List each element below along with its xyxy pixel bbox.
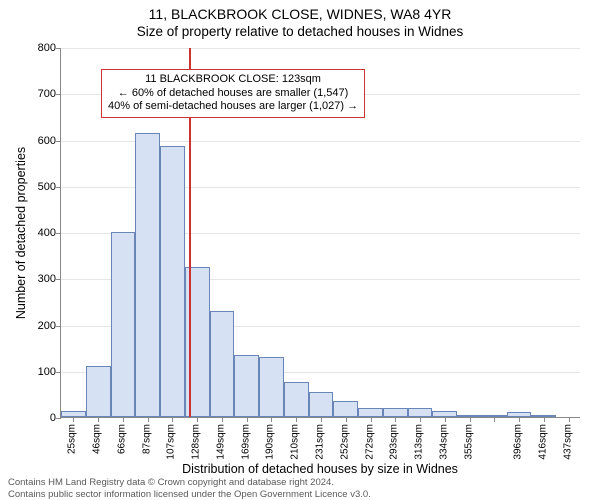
x-axis-label: Distribution of detached houses by size … bbox=[60, 462, 580, 476]
histogram-bar bbox=[309, 392, 334, 417]
x-tick bbox=[395, 417, 396, 422]
annotation-box: 11 BLACKBROOK CLOSE: 123sqm← 60% of deta… bbox=[101, 69, 365, 118]
x-tick bbox=[494, 417, 495, 422]
chart-title-address: 11, BLACKBROOK CLOSE, WIDNES, WA8 4YR bbox=[0, 6, 600, 22]
x-tick-label: 334sqm bbox=[438, 424, 449, 460]
y-tick bbox=[56, 418, 61, 419]
x-tick bbox=[470, 417, 471, 422]
x-tick bbox=[445, 417, 446, 422]
histogram-bar bbox=[135, 133, 160, 417]
histogram-bar bbox=[259, 357, 284, 417]
x-tick bbox=[346, 417, 347, 422]
x-tick bbox=[197, 417, 198, 422]
x-tick-label: 293sqm bbox=[389, 424, 400, 460]
x-tick-label: 46sqm bbox=[92, 424, 103, 454]
histogram-bar bbox=[408, 408, 433, 417]
y-tick-label: 100 bbox=[16, 366, 56, 378]
y-tick-label: 200 bbox=[16, 320, 56, 332]
y-tick bbox=[56, 233, 61, 234]
x-tick-label: 190sqm bbox=[265, 424, 276, 460]
histogram-bar bbox=[111, 232, 136, 417]
y-tick-label: 700 bbox=[16, 88, 56, 100]
x-tick-label: 272sqm bbox=[364, 424, 375, 460]
y-tick-label: 400 bbox=[16, 227, 56, 239]
x-tick bbox=[98, 417, 99, 422]
annotation-line: ← 60% of detached houses are smaller (1,… bbox=[108, 87, 358, 101]
x-tick-label: 416sqm bbox=[537, 424, 548, 460]
footer-line-1: Contains HM Land Registry data © Crown c… bbox=[8, 477, 371, 488]
histogram-bar bbox=[383, 408, 408, 417]
y-tick bbox=[56, 372, 61, 373]
y-tick-label: 500 bbox=[16, 181, 56, 193]
histogram-bar bbox=[160, 146, 185, 417]
x-tick-label: 149sqm bbox=[215, 424, 226, 460]
x-tick-label: 25sqm bbox=[67, 424, 78, 454]
y-tick-label: 800 bbox=[16, 42, 56, 54]
x-tick bbox=[519, 417, 520, 422]
x-tick-label: 437sqm bbox=[562, 424, 573, 460]
x-tick-label: 87sqm bbox=[141, 424, 152, 454]
x-tick-label: 66sqm bbox=[116, 424, 127, 454]
x-tick bbox=[222, 417, 223, 422]
y-tick bbox=[56, 326, 61, 327]
annotation-line: 40% of semi-detached houses are larger (… bbox=[108, 100, 358, 114]
plot-area: 11 BLACKBROOK CLOSE: 123sqm← 60% of deta… bbox=[60, 48, 580, 418]
x-tick bbox=[321, 417, 322, 422]
x-tick-label: 231sqm bbox=[315, 424, 326, 460]
x-tick-label: 128sqm bbox=[191, 424, 202, 460]
x-tick-label: 355sqm bbox=[463, 424, 474, 460]
annotation-line: 11 BLACKBROOK CLOSE: 123sqm bbox=[108, 73, 358, 87]
y-tick bbox=[56, 279, 61, 280]
histogram-bar bbox=[358, 408, 383, 417]
histogram-bar bbox=[333, 401, 358, 417]
x-tick-label: 169sqm bbox=[240, 424, 251, 460]
y-tick bbox=[56, 141, 61, 142]
x-tick bbox=[271, 417, 272, 422]
x-tick bbox=[123, 417, 124, 422]
chart-subtitle: Size of property relative to detached ho… bbox=[0, 24, 600, 39]
x-tick bbox=[569, 417, 570, 422]
histogram-bar bbox=[284, 382, 309, 417]
x-tick bbox=[172, 417, 173, 422]
x-tick bbox=[420, 417, 421, 422]
histogram-bar bbox=[234, 355, 259, 417]
y-tick bbox=[56, 48, 61, 49]
gridline bbox=[61, 48, 580, 49]
x-tick-label: 313sqm bbox=[414, 424, 425, 460]
x-tick bbox=[296, 417, 297, 422]
x-tick bbox=[371, 417, 372, 422]
x-tick bbox=[73, 417, 74, 422]
y-tick bbox=[56, 94, 61, 95]
x-tick-label: 107sqm bbox=[166, 424, 177, 460]
y-tick-label: 0 bbox=[16, 412, 56, 424]
histogram-bar bbox=[86, 366, 111, 417]
y-tick bbox=[56, 187, 61, 188]
footer-attribution: Contains HM Land Registry data © Crown c… bbox=[8, 477, 371, 500]
y-tick-label: 300 bbox=[16, 273, 56, 285]
chart-container: 11, BLACKBROOK CLOSE, WIDNES, WA8 4YR Si… bbox=[0, 0, 600, 500]
x-tick bbox=[148, 417, 149, 422]
y-tick-label: 600 bbox=[16, 135, 56, 147]
footer-line-2: Contains public sector information licen… bbox=[8, 489, 371, 500]
x-tick bbox=[544, 417, 545, 422]
x-tick-label: 210sqm bbox=[290, 424, 301, 460]
x-tick bbox=[247, 417, 248, 422]
x-tick-label: 252sqm bbox=[339, 424, 350, 460]
x-tick-label: 396sqm bbox=[513, 424, 524, 460]
histogram-bar bbox=[210, 311, 235, 417]
